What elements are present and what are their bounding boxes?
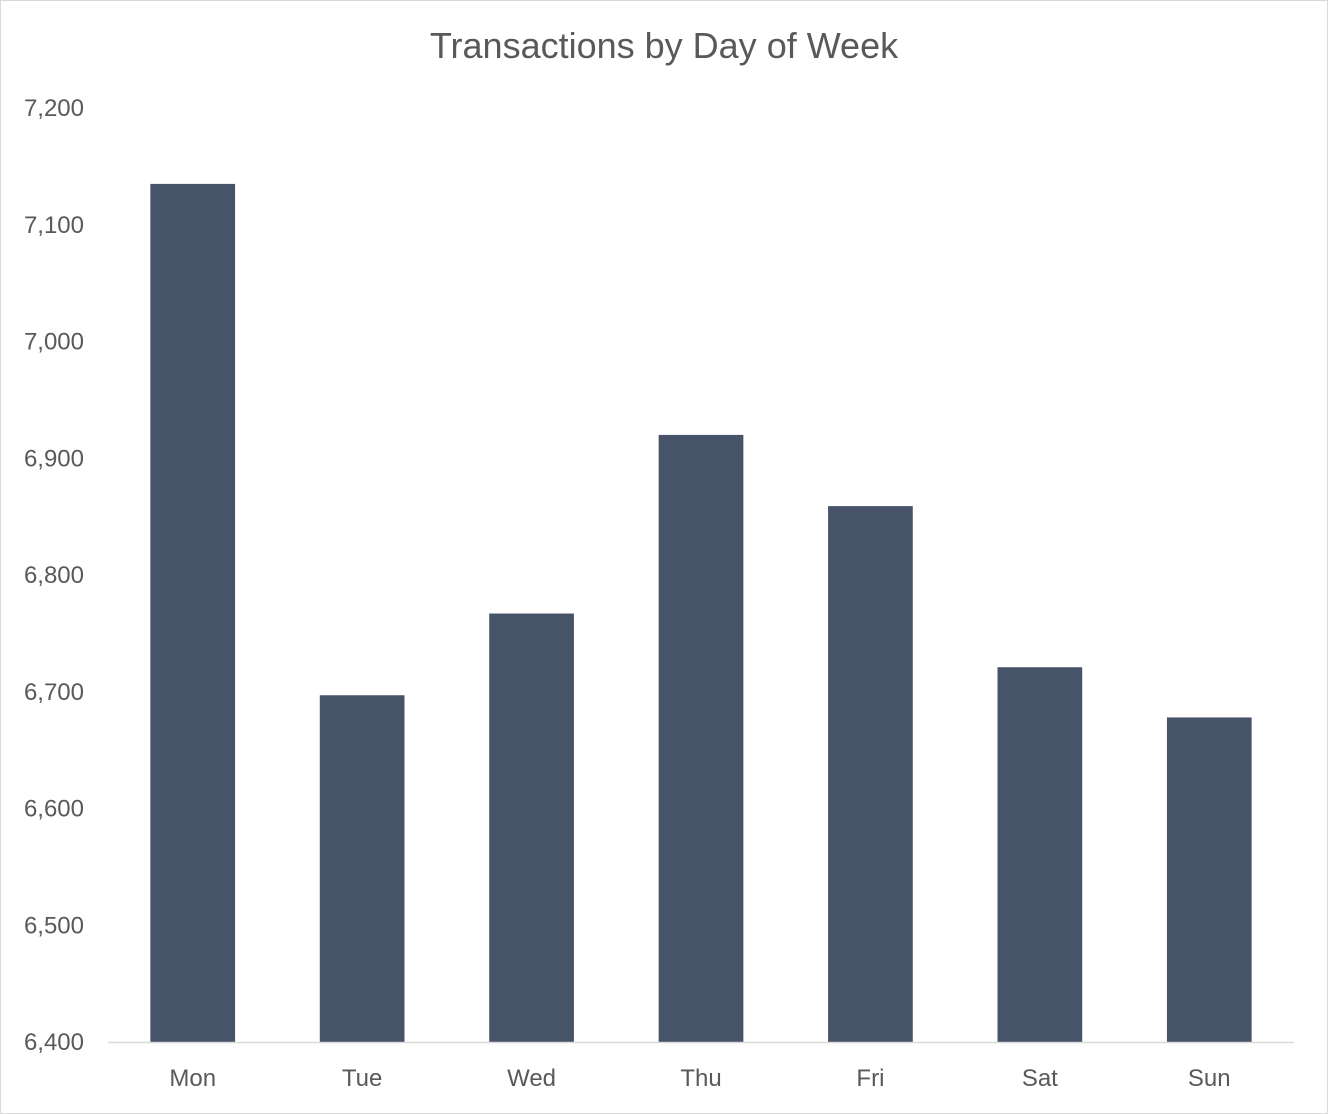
bar-mon <box>150 183 236 1042</box>
y-tick-label: 6,800 <box>24 562 84 589</box>
bar-sat <box>997 667 1083 1042</box>
y-tick-label: 7,100 <box>24 212 84 239</box>
bar-tue <box>319 695 405 1042</box>
y-tick-label: 6,700 <box>24 679 84 706</box>
y-tick-label: 7,200 <box>24 95 84 122</box>
x-tick-label: Sun <box>1188 1065 1231 1092</box>
chart-title: Transactions by Day of Week <box>429 25 899 66</box>
y-tick-label: 6,900 <box>24 445 84 472</box>
bar-thu <box>658 434 744 1042</box>
bar-sun <box>1166 717 1252 1042</box>
x-tick-label: Tue <box>342 1065 382 1092</box>
bar-wed <box>489 613 574 1042</box>
x-tick-label: Sat <box>1022 1065 1058 1092</box>
y-tick-label: 6,500 <box>24 912 84 939</box>
y-tick-label: 7,000 <box>24 329 84 356</box>
y-tick-label: 6,400 <box>24 1029 84 1056</box>
x-tick-label: Wed <box>507 1065 556 1092</box>
y-tick-label: 6,600 <box>24 796 84 823</box>
x-tick-label: Fri <box>856 1065 884 1092</box>
bar-fri <box>828 506 913 1042</box>
x-tick-label: Thu <box>680 1065 721 1092</box>
x-tick-label: Mon <box>169 1065 216 1092</box>
